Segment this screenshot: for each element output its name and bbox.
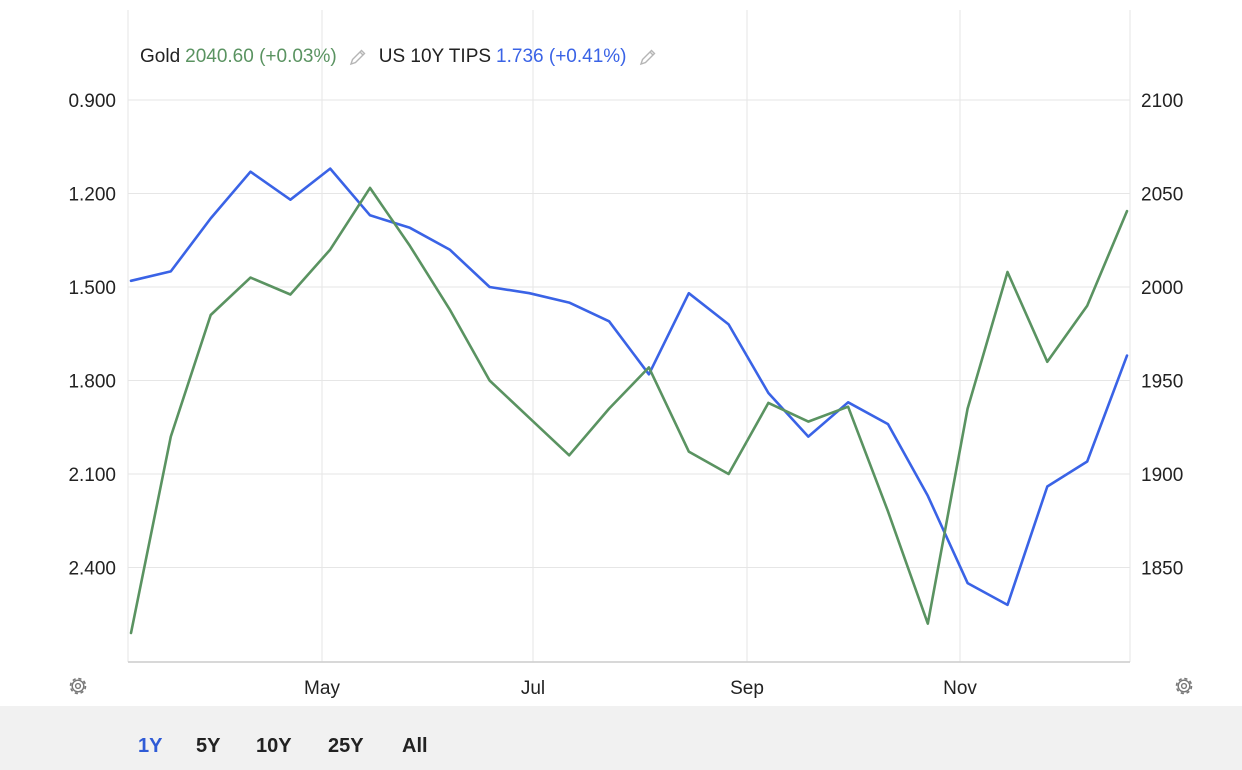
series-line-us-10y-tips bbox=[129, 167, 1129, 607]
right-axis-tick-label: 1950 bbox=[1141, 372, 1183, 393]
series bbox=[129, 167, 1129, 635]
right-axis-tick-label: 1900 bbox=[1141, 465, 1183, 486]
range-1y-button[interactable]: 1Y bbox=[138, 735, 163, 757]
range-5y-button[interactable]: 5Y bbox=[196, 735, 221, 757]
pencil-icon[interactable] bbox=[347, 46, 369, 68]
x-axis-tick-label: May bbox=[304, 678, 340, 699]
chart-area: 0.900 1.200 1.500 1.800 2.100 2.400 2100 2050 20… bbox=[68, 10, 1183, 699]
legend-gold: Gold 2040.60 (+0.03%) bbox=[140, 46, 379, 68]
axis-ticks: 0.900 1.200 1.500 1.800 2.100 2.400 2100 2050 20… bbox=[68, 91, 1183, 699]
left-axis-tick-label: 1.200 bbox=[68, 185, 116, 206]
pencil-icon[interactable] bbox=[637, 46, 659, 68]
x-axis-tick-label: Nov bbox=[943, 678, 977, 699]
grid bbox=[127, 10, 1131, 662]
x-axis-tick-label: Sep bbox=[730, 678, 764, 699]
left-axis-tick-label: 2.400 bbox=[68, 559, 116, 580]
legend-tips-value: 1.736 (+0.41%) bbox=[496, 46, 627, 67]
series-line-gold bbox=[129, 186, 1129, 635]
right-axis-tick-label: 2050 bbox=[1141, 185, 1183, 206]
left-axis-tick-label: 0.900 bbox=[68, 91, 116, 112]
legend-gold-value: 2040.60 (+0.03%) bbox=[185, 46, 337, 67]
gear-icon[interactable] bbox=[1172, 674, 1196, 698]
right-axis-tick-label: 2000 bbox=[1141, 278, 1183, 299]
right-axis-tick-label: 1850 bbox=[1141, 559, 1183, 580]
range-25y-button[interactable]: 25Y bbox=[328, 735, 364, 757]
x-axis-tick-label: Jul bbox=[521, 678, 545, 699]
range-all-button[interactable]: All bbox=[402, 735, 428, 757]
left-axis-tick-label: 1.500 bbox=[68, 278, 116, 299]
legend-tips-name: US 10Y TIPS bbox=[378, 46, 492, 67]
legend-tips: US 10Y TIPS 1.736 (+0.41%) bbox=[379, 46, 669, 68]
left-axis-tick-label: 1.800 bbox=[68, 372, 116, 393]
range-10y-button[interactable]: 10Y bbox=[256, 735, 292, 757]
gear-icon[interactable] bbox=[66, 674, 90, 698]
left-axis-tick-label: 2.100 bbox=[68, 465, 116, 486]
range-selector-bar: 1Y 5Y 10Y 25Y All bbox=[0, 706, 1242, 770]
legend: Gold 2040.60 (+0.03%) US 10Y TIPS 1.736 … bbox=[140, 42, 669, 72]
right-axis-tick-label: 2100 bbox=[1141, 91, 1183, 112]
legend-gold-name: Gold bbox=[140, 46, 181, 67]
